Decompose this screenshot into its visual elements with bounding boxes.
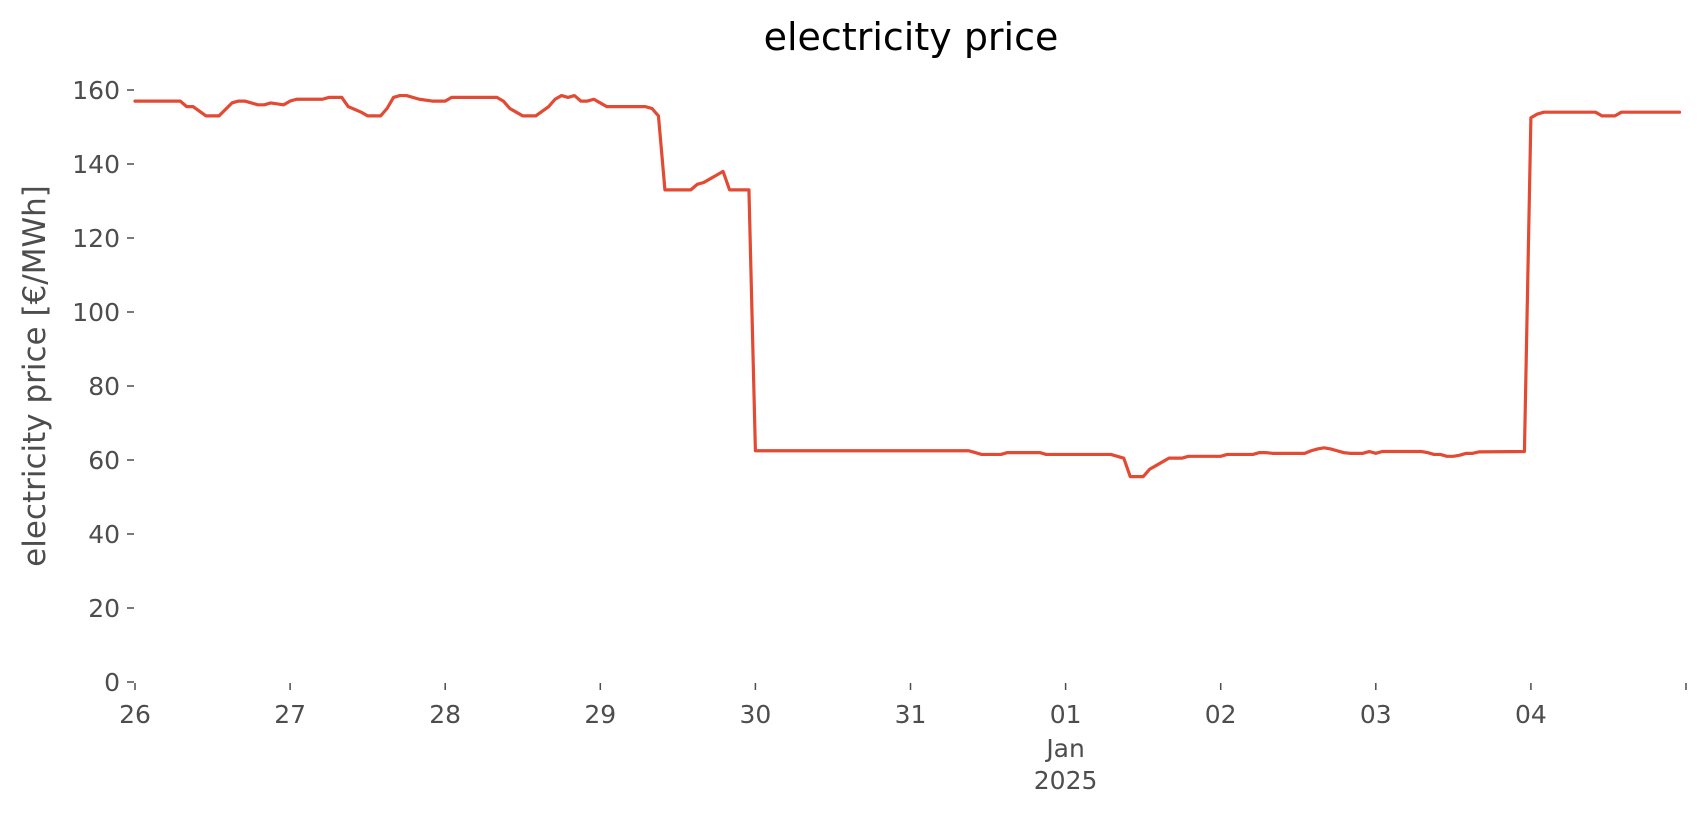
x-tick-label: 27 — [274, 700, 306, 729]
x-tick-label: 03 — [1360, 700, 1392, 729]
price-series-line — [133, 93, 1682, 479]
x-axis: 26 27 28 29 30 31 01 Jan 2025 02 03 04 — [119, 683, 1687, 795]
x-tick-label: 29 — [584, 700, 616, 729]
y-axis: 0 20 40 60 80 100 120 140 160 — [72, 76, 134, 697]
x-tick-year-label: 2025 — [1034, 766, 1098, 795]
y-tick-label: 160 — [72, 76, 120, 105]
plot-area — [133, 93, 1682, 479]
y-tick-label: 100 — [72, 298, 120, 327]
y-tick-label: 80 — [88, 372, 120, 401]
x-tick-sublabel: Jan — [1044, 734, 1085, 763]
y-tick-label: 120 — [72, 224, 120, 253]
x-tick-label: 31 — [895, 700, 927, 729]
x-tick-label: 01 — [1050, 700, 1082, 729]
x-tick-label: 28 — [429, 700, 461, 729]
x-tick-label: 30 — [739, 700, 771, 729]
x-tick-label: 26 — [119, 700, 151, 729]
x-tick-label: 02 — [1205, 700, 1237, 729]
y-tick-label: 40 — [88, 520, 120, 549]
y-tick-label: 0 — [104, 668, 120, 697]
y-tick-label: 140 — [72, 150, 120, 179]
chart-title: electricity price — [764, 15, 1059, 59]
x-tick-label: 04 — [1515, 700, 1547, 729]
y-axis-label: electricity price [€/MWh] — [17, 185, 53, 567]
y-tick-label: 60 — [88, 446, 120, 475]
y-tick-label: 20 — [88, 594, 120, 623]
